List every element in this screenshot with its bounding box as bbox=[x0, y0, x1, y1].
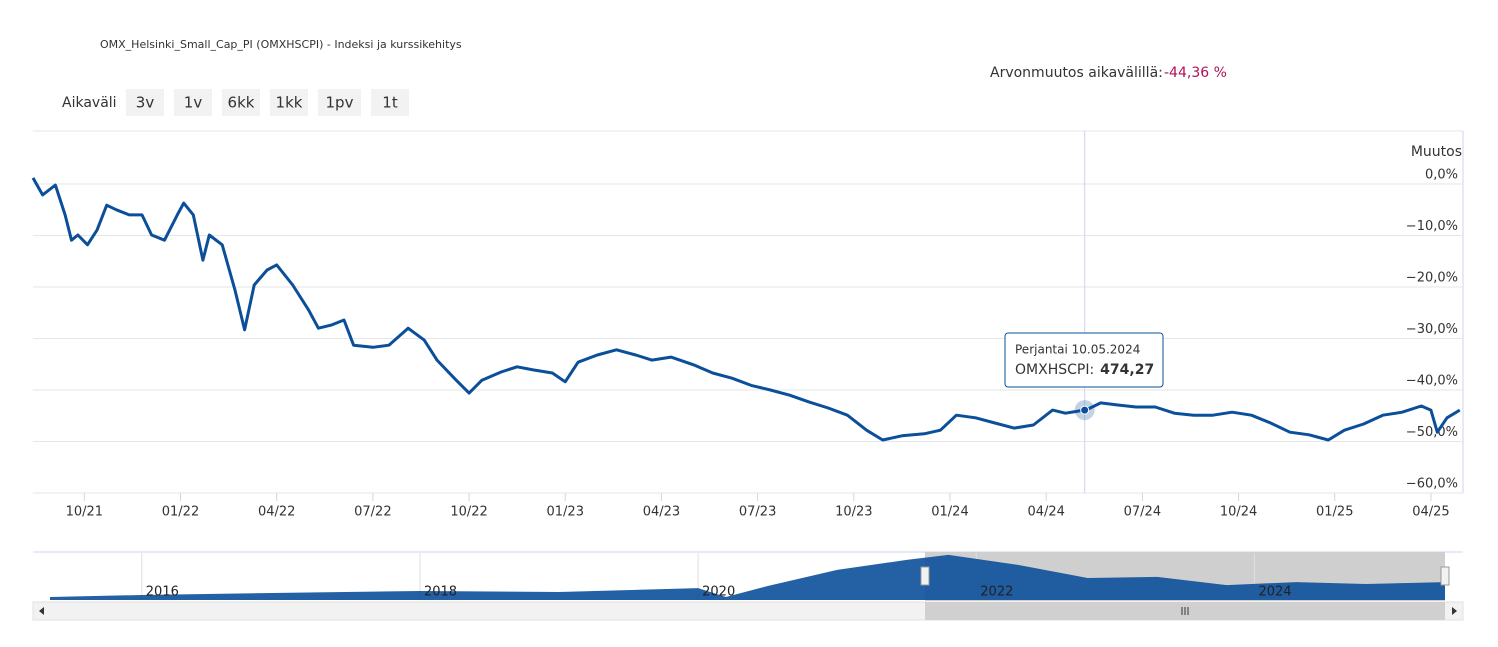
range-button-label[interactable]: 3v bbox=[136, 94, 155, 112]
y-tick-label: −10,0% bbox=[1406, 219, 1458, 234]
x-tick-label: 10/21 bbox=[66, 505, 103, 520]
range-label: Aikaväli bbox=[62, 95, 117, 111]
range-button[interactable] bbox=[126, 89, 164, 116]
range-button[interactable] bbox=[318, 89, 361, 116]
change-label: Arvonmuutos aikavälillä: bbox=[990, 65, 1163, 81]
navigator-label: 2022 bbox=[980, 585, 1013, 600]
scroll-right[interactable] bbox=[1452, 607, 1457, 615]
x-tick-label: 01/23 bbox=[547, 505, 584, 520]
x-tick-label: 01/24 bbox=[931, 505, 968, 520]
range-button[interactable] bbox=[371, 89, 409, 116]
y-axis-title: Muutos bbox=[1411, 144, 1462, 160]
navigator-handle[interactable] bbox=[1440, 566, 1450, 586]
y-tick-label: −30,0% bbox=[1406, 322, 1458, 337]
y-tick-label: −50,0% bbox=[1406, 425, 1458, 440]
x-tick-label: 04/23 bbox=[643, 505, 680, 520]
range-button-label[interactable]: 6kk bbox=[228, 94, 255, 112]
navigator-handle[interactable] bbox=[920, 566, 930, 586]
change-value: -44,36 % bbox=[1164, 65, 1227, 81]
x-tick-label: 04/22 bbox=[258, 505, 295, 520]
y-tick-label: −60,0% bbox=[1406, 477, 1458, 492]
tooltip bbox=[1004, 332, 1164, 388]
x-tick-label: 07/22 bbox=[354, 505, 391, 520]
navigator-area bbox=[50, 554, 1445, 600]
x-tick-label: 10/24 bbox=[1220, 505, 1257, 520]
y-tick-label: −20,0% bbox=[1406, 271, 1458, 286]
x-tick-label: 04/25 bbox=[1412, 505, 1449, 520]
range-button[interactable] bbox=[270, 89, 308, 116]
x-tick-label: 01/25 bbox=[1316, 505, 1353, 520]
navigator-label: 2020 bbox=[702, 585, 735, 600]
range-button-label[interactable]: 1v bbox=[184, 94, 203, 112]
range-button-label[interactable]: 1kk bbox=[276, 94, 303, 112]
tooltip-series: OMXHSCPI: bbox=[1015, 362, 1094, 378]
y-tick-label: 0,0% bbox=[1425, 168, 1458, 183]
x-tick-label: 10/22 bbox=[450, 505, 487, 520]
range-button-label[interactable]: 1t bbox=[382, 94, 398, 112]
x-tick-label: 10/23 bbox=[835, 505, 872, 520]
range-button[interactable] bbox=[222, 89, 260, 116]
y-tick-label: −40,0% bbox=[1406, 374, 1458, 389]
navigator-label: 2024 bbox=[1258, 585, 1291, 600]
x-tick-label: 04/24 bbox=[1027, 505, 1064, 520]
scroll-left[interactable] bbox=[39, 607, 44, 615]
x-tick-label: 01/22 bbox=[162, 505, 199, 520]
scrollbar-grip bbox=[1181, 607, 1189, 615]
range-button[interactable] bbox=[174, 89, 212, 116]
tooltip-value: OMXHSCPI: 474,27 bbox=[1015, 362, 1154, 378]
highlight-point bbox=[1080, 405, 1090, 415]
tooltip-date: Perjantai 10.05.2024 bbox=[1015, 343, 1140, 357]
range-button-label[interactable]: 1pv bbox=[326, 94, 354, 112]
x-tick-label: 07/24 bbox=[1124, 505, 1161, 520]
chart-title: OMX_Helsinki_Small_Cap_PI (OMXHSCPI) - I… bbox=[100, 38, 462, 51]
line-series bbox=[31, 177, 1461, 442]
navigator-label: 2016 bbox=[146, 585, 179, 600]
x-tick-label: 07/23 bbox=[739, 505, 776, 520]
navigator-label: 2018 bbox=[424, 585, 457, 600]
tooltip-number: 474,27 bbox=[1100, 362, 1154, 378]
